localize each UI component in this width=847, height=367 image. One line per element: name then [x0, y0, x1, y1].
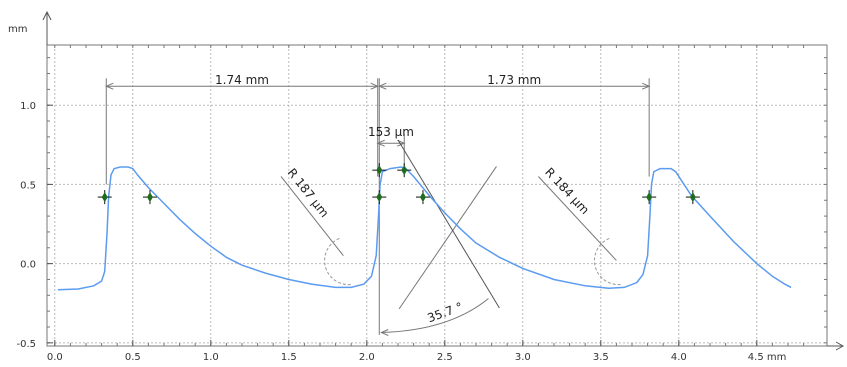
- tangent-line: [397, 139, 500, 309]
- measurement-point: [97, 190, 112, 205]
- dimension-arrowhead: [370, 82, 379, 90]
- measurement-point: [397, 163, 412, 178]
- distance-1-label: 1.74 mm: [215, 73, 269, 87]
- y-unit-label: mm: [8, 24, 27, 35]
- x-tick-label: 4.0: [671, 352, 687, 363]
- measurement-point: [685, 190, 700, 205]
- x-tick-label: 2.0: [359, 352, 375, 363]
- x-tick-label: 1.5: [281, 352, 297, 363]
- axis-tick-labels: 0.0 0.5 1.0 1.5 2.0 2.5 3.0 3.5 4.0 4.5 mm -0.5 0.0…: [16, 101, 786, 363]
- x-tick-label: 0.0: [47, 352, 63, 363]
- marker-point: [101, 192, 108, 203]
- x-tick-label: 3.5: [593, 352, 609, 363]
- width-dimension-label: 153 µm: [368, 125, 414, 139]
- dimension-arrowhead: [641, 82, 651, 90]
- plot-frame: [46, 44, 828, 347]
- axis-ticks: [47, 45, 827, 346]
- radius-2-leader: [538, 176, 617, 261]
- x-tick-label: 4.5 mm: [748, 352, 787, 363]
- dimension-arrowhead: [397, 139, 406, 147]
- marker-point: [376, 165, 383, 176]
- measurement-point: [372, 163, 387, 178]
- angle-arc: [381, 298, 489, 333]
- dimension-arrowhead: [376, 139, 385, 147]
- marker-point: [646, 192, 653, 203]
- marker-point: [689, 192, 696, 203]
- marker-point: [401, 165, 408, 176]
- x-axis-arrow: [827, 341, 845, 351]
- x-tick-label: 2.5: [437, 352, 453, 363]
- y-tick-label: -0.5: [16, 339, 36, 350]
- x-tick-label: 0.5: [125, 352, 141, 363]
- distance-2-label: 1.73 mm: [487, 73, 541, 87]
- measurement-point: [642, 190, 657, 205]
- grid-lines: [47, 45, 827, 346]
- x-tick-label: 1.0: [203, 352, 219, 363]
- profile-series-line: [57, 166, 792, 291]
- measurement-point: [415, 190, 430, 205]
- measurement-points: [97, 163, 700, 205]
- measurement-point: [372, 190, 387, 205]
- dimension-arrowhead: [105, 82, 114, 90]
- dimension-arrowhead: [378, 82, 387, 90]
- x-tick-label: 3.0: [515, 352, 531, 363]
- measurement-point: [142, 190, 157, 205]
- angle-leg: [398, 166, 497, 310]
- y-axis-arrow: [42, 10, 52, 45]
- marker-point: [419, 192, 426, 203]
- y-tick-label: 0.5: [20, 180, 36, 191]
- marker-point: [376, 192, 383, 203]
- dimension-arrowhead: [380, 329, 389, 336]
- y-tick-label: 1.0: [20, 101, 36, 112]
- y-tick-label: 0.0: [20, 260, 36, 271]
- marker-point: [146, 192, 153, 203]
